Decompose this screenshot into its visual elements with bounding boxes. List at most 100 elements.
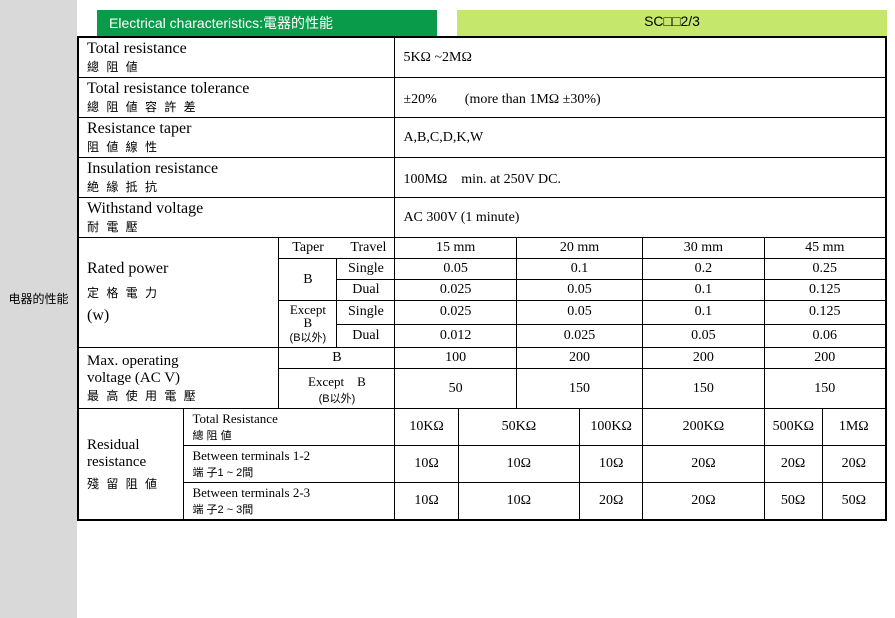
en: Between terminals 2-3: [192, 485, 386, 501]
header-lime: SC□□2/3: [457, 10, 887, 36]
label-en: Total resistance: [87, 40, 386, 58]
page: 电器的性能 Electrical characteristics:電器的性能 S…: [0, 0, 895, 618]
v: 0.1: [643, 280, 764, 301]
v: 50: [395, 369, 516, 409]
v: 0.05: [516, 301, 643, 325]
taper-exb: Except B (B以外): [279, 369, 395, 409]
label-cn: 阻 値 線 性: [87, 138, 386, 155]
taper-header: Taper: [279, 238, 337, 259]
travel-45: 45 mm: [764, 238, 885, 259]
row-withstand: Withstand voltage 耐 電 壓 AC 300V (1 minut…: [79, 198, 886, 238]
cn: 端 子2 ~ 3間: [192, 501, 386, 517]
header-row: Electrical characteristics:電器的性能 SC□□2/3: [97, 10, 887, 36]
v: 20Ω: [764, 446, 822, 483]
header-green: Electrical characteristics:電器的性能: [97, 10, 437, 36]
v: 0.025: [395, 301, 516, 325]
label-cn: 絶 緣 抵 抗: [87, 178, 386, 195]
label-cn: 總 阻 値 容 許 差: [87, 98, 386, 115]
label: Resistance taper 阻 値 線 性: [79, 118, 395, 158]
v: 0.05: [516, 280, 643, 301]
v: 0.125: [764, 301, 885, 325]
travel-20: 20 mm: [516, 238, 643, 259]
sublabel: Between terminals 2-3 端 子2 ~ 3間: [184, 483, 395, 520]
mode: Dual: [337, 280, 395, 301]
v: 0.025: [516, 324, 643, 348]
main: Electrical characteristics:電器的性能 SC□□2/3…: [77, 0, 895, 531]
sub: (B以外): [287, 329, 328, 345]
sublabel: Between terminals 1-2 端 子1 ~ 2間: [184, 446, 395, 483]
label-en: Insulation resistance: [87, 160, 386, 178]
v: 0.06: [764, 324, 885, 348]
v: 0.1: [516, 259, 643, 280]
v: 150: [643, 369, 764, 409]
taper-exb: Except B (B以外): [279, 301, 337, 348]
v: 50KΩ: [458, 409, 579, 446]
v: 200KΩ: [643, 409, 764, 446]
label: Insulation resistance 絶 緣 抵 抗: [79, 158, 395, 198]
label-en2: voltage (AC V): [87, 370, 270, 387]
label: Total resistance tolerance 總 阻 値 容 許 差: [79, 78, 395, 118]
v: 50Ω: [764, 483, 822, 520]
row-taper: Resistance taper 阻 値 線 性 A,B,C,D,K,W: [79, 118, 886, 158]
en: Between terminals 1-2: [192, 448, 386, 464]
travel-30: 30 mm: [643, 238, 764, 259]
label: Rated power 定 格 電 力 (w): [79, 238, 279, 348]
cn: 總 阻 値: [192, 427, 386, 443]
v: 200: [643, 348, 764, 369]
v: 500KΩ: [764, 409, 822, 446]
mode: Single: [337, 259, 395, 280]
label-cn: 殘 留 阻 値: [87, 475, 175, 492]
row-maxop-b: Max. operating voltage (AC V) 最 高 使 用 電 …: [79, 348, 886, 369]
label-en: Residual resistance: [87, 437, 175, 471]
label-cn: 定 格 電 力: [87, 284, 270, 301]
v: 0.025: [395, 280, 516, 301]
v: 20Ω: [580, 483, 643, 520]
side-label: 电器的性能: [0, 0, 77, 618]
label-en1: Max. operating: [87, 353, 270, 370]
txt: Except B: [287, 371, 386, 390]
label-cn: 耐 電 壓: [87, 218, 386, 235]
row-residual-23: Between terminals 2-3 端 子2 ~ 3間 10Ω 10Ω …: [79, 483, 886, 520]
v: 10Ω: [395, 483, 458, 520]
row-residual-12: Between terminals 1-2 端 子1 ~ 2間 10Ω 10Ω …: [79, 446, 886, 483]
v: 100KΩ: [580, 409, 643, 446]
row-insulation: Insulation resistance 絶 緣 抵 抗 100MΩ min.…: [79, 158, 886, 198]
v: 20Ω: [643, 483, 764, 520]
sub: (B以外): [287, 390, 386, 406]
v: 150: [764, 369, 885, 409]
spec-table: Total resistance 總 阻 値 5KΩ ~2MΩ Total re…: [78, 37, 886, 520]
label-en: Withstand voltage: [87, 200, 386, 218]
v: 200: [764, 348, 885, 369]
label-en: Resistance taper: [87, 120, 386, 138]
label: Residual resistance 殘 留 阻 値: [79, 409, 184, 520]
v: 0.05: [643, 324, 764, 348]
label: Total resistance 總 阻 値: [79, 38, 395, 78]
v: 20Ω: [822, 446, 885, 483]
v: 150: [516, 369, 643, 409]
txt: Travel: [350, 240, 386, 255]
value: A,B,C,D,K,W: [395, 118, 886, 158]
cn: 端 子1 ~ 2間: [192, 464, 386, 480]
v: 0.2: [643, 259, 764, 280]
v: 0.25: [764, 259, 885, 280]
sublabel: Total Resistance 總 阻 値: [184, 409, 395, 446]
row-residual-head: Residual resistance 殘 留 阻 値 Total Resist…: [79, 409, 886, 446]
v: 1MΩ: [822, 409, 885, 446]
value: ±20% (more than 1MΩ ±30%): [395, 78, 886, 118]
spec-box: Total resistance 總 阻 値 5KΩ ~2MΩ Total re…: [77, 36, 887, 521]
row-tolerance: Total resistance tolerance 總 阻 値 容 許 差 ±…: [79, 78, 886, 118]
v: 10Ω: [395, 446, 458, 483]
label-unit: (w): [87, 307, 270, 325]
v: 10KΩ: [395, 409, 458, 446]
mode: Single: [337, 301, 395, 325]
value: 100MΩ min. at 250V DC.: [395, 158, 886, 198]
v: 100: [395, 348, 516, 369]
v: 0.012: [395, 324, 516, 348]
v: 10Ω: [458, 446, 579, 483]
travel-15: 15 mm: [395, 238, 516, 259]
taper-b: B: [279, 259, 337, 301]
v: 10Ω: [580, 446, 643, 483]
mode: Dual: [337, 324, 395, 348]
label-en: Rated power: [87, 260, 270, 278]
v: 200: [516, 348, 643, 369]
